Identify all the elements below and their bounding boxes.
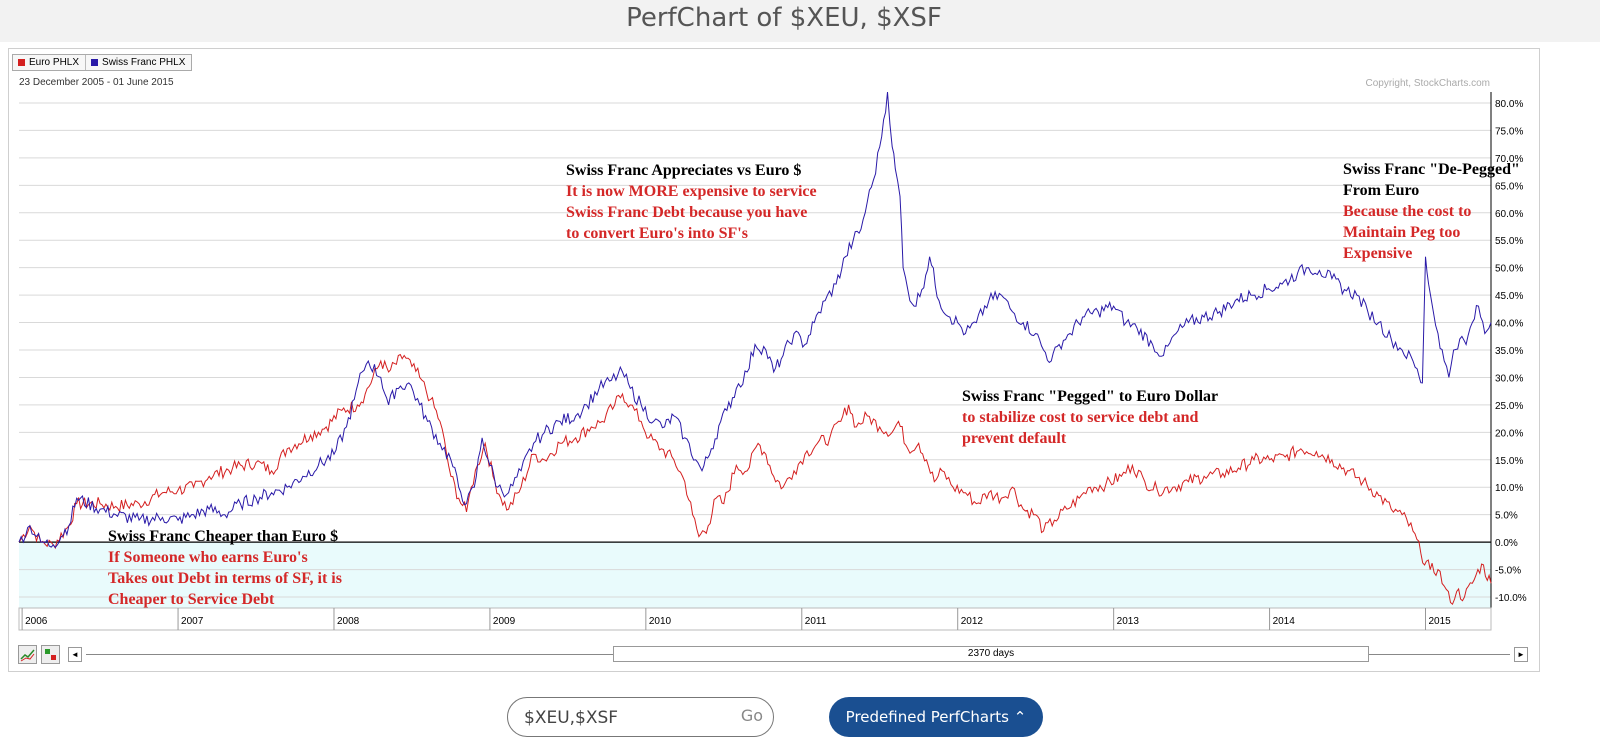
annotation-2-line: Swiss Franc Appreciates vs Euro $	[566, 162, 801, 179]
y-tick-label: 80.0%	[1495, 99, 1523, 110]
x-tick-label: 2006	[25, 616, 48, 627]
x-tick-label: 2013	[1117, 616, 1140, 627]
annotation-1-line: If Someone who earns Euro's	[108, 549, 308, 566]
annotation-3-line: Swiss Franc "Pegged" to Euro Dollar	[962, 388, 1218, 405]
symbol-search-input[interactable]	[522, 705, 726, 731]
legend-swatch-euro	[18, 59, 25, 66]
y-tick-label: 60.0%	[1495, 209, 1523, 220]
y-tick-label: 35.0%	[1495, 346, 1523, 357]
scroll-left-button[interactable]: ◄	[68, 647, 82, 662]
x-tick-label: 2007	[181, 616, 204, 627]
y-tick-label: -5.0%	[1495, 566, 1521, 577]
x-tick-label: 2009	[493, 616, 516, 627]
legend-item-euro[interactable]: Euro PHLX	[13, 55, 87, 70]
date-range: 23 December 2005 - 01 June 2015	[19, 77, 174, 88]
y-tick-label: 45.0%	[1495, 291, 1523, 302]
symbol-search-box: Go	[507, 697, 774, 737]
y-tick-label: 25.0%	[1495, 401, 1523, 412]
x-axis-band	[18, 607, 1492, 631]
legend-swatch-swiss-franc	[91, 59, 99, 66]
y-tick-label: 15.0%	[1495, 456, 1523, 467]
annotation-3-line: prevent default	[962, 430, 1067, 447]
go-button[interactable]: Go	[740, 706, 763, 725]
histogram-tool-icon[interactable]	[41, 645, 60, 664]
line-chart-tool-icon[interactable]	[18, 645, 37, 664]
y-tick-label: 50.0%	[1495, 264, 1523, 275]
y-tick-label: 65.0%	[1495, 181, 1523, 192]
series-line-euro	[18, 353, 1492, 606]
annotation-1-line: Cheaper to Service Debt	[108, 591, 275, 608]
page-title: PerfChart of $XEU, $XSF	[626, 3, 942, 33]
annotation-2-line: Swiss Franc Debt because you have	[566, 204, 807, 221]
x-tick-label: 2015	[1429, 616, 1452, 627]
y-tick-label: -10.0%	[1495, 593, 1527, 604]
series-line-swiss-franc	[18, 91, 1492, 549]
annotation-4-line: From Euro	[1343, 182, 1419, 199]
annotation-3-line: to stabilize cost to service debt and	[962, 409, 1199, 426]
y-tick-label: 5.0%	[1495, 511, 1518, 522]
annotation-1-line: Swiss Franc Cheaper than Euro $	[108, 528, 338, 545]
legend-item-swiss-franc[interactable]: Swiss Franc PHLX	[86, 55, 191, 70]
legend-label-euro: Euro PHLX	[29, 57, 80, 68]
x-tick-label: 2010	[649, 616, 672, 627]
line-chart-glyph-icon	[20, 649, 35, 662]
annotation-4-line: Because the cost to	[1343, 203, 1471, 220]
legend-label-swiss-franc: Swiss Franc PHLX	[102, 57, 186, 68]
chart-legend: Euro PHLX Swiss Franc PHLX	[12, 54, 193, 71]
annotation-4-line: Swiss Franc "De-Pegged"	[1343, 161, 1520, 178]
annotation-2-line: It is now MORE expensive to service	[566, 183, 817, 200]
annotation-1-line: Takes out Debt in terms of SF, it is	[108, 570, 342, 587]
annotation-4-line: Expensive	[1343, 245, 1412, 262]
y-tick-label: 70.0%	[1495, 154, 1523, 165]
y-tick-label: 75.0%	[1495, 126, 1523, 137]
histogram-glyph-icon	[45, 649, 56, 660]
x-tick-label: 2008	[337, 616, 360, 627]
y-tick-label: 30.0%	[1495, 373, 1523, 384]
page-header: PerfChart of $XEU, $XSF	[0, 0, 1600, 42]
x-tick-label: 2014	[1273, 616, 1296, 627]
x-tick-label: 2012	[961, 616, 984, 627]
copyright: Copyright, StockCharts.com	[1365, 78, 1491, 89]
annotation-2-line: to convert Euro's into SF's	[566, 225, 748, 242]
scroll-right-button[interactable]: ►	[1514, 647, 1528, 662]
annotation-4-line: Maintain Peg too	[1343, 224, 1460, 241]
y-tick-label: 0.0%	[1495, 538, 1518, 549]
y-tick-label: 40.0%	[1495, 319, 1523, 330]
y-tick-label: 10.0%	[1495, 483, 1523, 494]
x-tick-label: 2011	[805, 616, 827, 627]
y-tick-label: 55.0%	[1495, 236, 1523, 247]
scroll-thumb[interactable]: 2370 days	[613, 646, 1369, 662]
y-tick-label: 20.0%	[1495, 428, 1523, 439]
predefined-perfcharts-button[interactable]: Predefined PerfCharts ⌃	[829, 697, 1043, 737]
plot-area-upper	[19, 92, 1491, 543]
